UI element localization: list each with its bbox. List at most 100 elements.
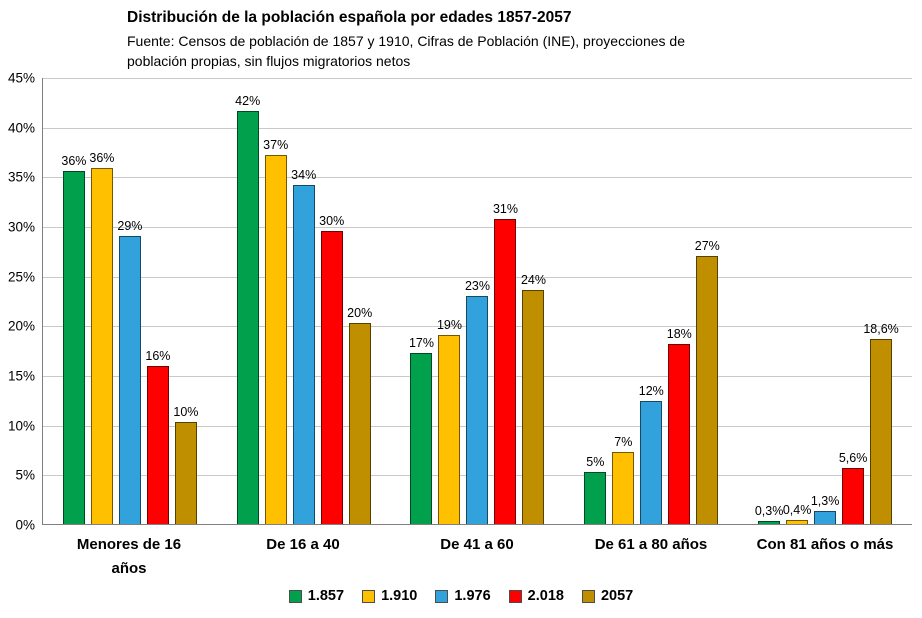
- bar-value-label: 36%: [61, 154, 87, 169]
- bar-group-0: 36% 36% 29% 16% 10%: [43, 78, 217, 524]
- bar-2057-cat4: 18,6%: [863, 322, 899, 524]
- y-tick-label: 25%: [7, 269, 35, 285]
- bar-value-label: 18,6%: [863, 322, 899, 337]
- bar-value-label: 5%: [586, 455, 605, 470]
- x-category-label-2: De 41 a 60: [440, 536, 514, 553]
- bar-value-label: 1,3%: [810, 494, 840, 509]
- y-tick-label: 10%: [7, 418, 35, 434]
- bar-value-label: 23%: [464, 278, 490, 293]
- bar-value-label: 0,4%: [782, 503, 812, 517]
- legend-label-2057: 2057: [600, 588, 634, 604]
- bar-2018-cat4: 5,6%: [839, 451, 867, 524]
- bar-1976-cat3: 12%: [639, 384, 664, 524]
- gridline: [43, 227, 912, 228]
- bar-value-label: 5,6%: [838, 451, 868, 466]
- y-tick-label: 20%: [7, 318, 35, 334]
- bar-1910-cat0: 36%: [89, 151, 114, 524]
- bar-1910-cat2: 19%: [437, 318, 462, 524]
- gridline: [43, 127, 912, 129]
- bar-1976-cat2: 23%: [465, 279, 490, 524]
- bar-value-label: 31%: [492, 202, 518, 216]
- y-tick-label: 0%: [15, 517, 35, 533]
- y-tick-label: 5%: [15, 467, 35, 483]
- gridline: [43, 177, 912, 179]
- legend-label-1910: 1.910: [381, 588, 418, 604]
- bar-value-label: 16%: [145, 349, 171, 364]
- bar-value-label: 24%: [520, 272, 546, 287]
- bar-1976-cat0: 29%: [117, 219, 142, 524]
- chart-subtitle: Fuente: Censos de población de 1857 y 19…: [127, 31, 685, 71]
- bar-2018-cat0: 16%: [145, 349, 170, 524]
- gridline: [43, 276, 912, 278]
- x-category-label-1: De 16 a 40: [266, 536, 340, 553]
- y-axis-labels: 0% 5% 10% 15% 20% 25% 30% 35% 40% 45%: [0, 71, 37, 533]
- x-category-label-0: Menores de 16 años: [76, 536, 182, 577]
- bar-group-1: 42% 37% 34% 30% 20%: [217, 78, 391, 524]
- bar-value-label: 37%: [263, 137, 289, 152]
- bar-2057-cat3: 27%: [695, 239, 720, 524]
- legend-item-1857: 1.857: [288, 588, 345, 604]
- bar-2018-cat3: 18%: [667, 327, 692, 524]
- legend-item-2018: 2.018: [508, 588, 564, 604]
- legend-swatch-2057: [581, 589, 595, 603]
- bar-2018-cat2: 31%: [493, 202, 518, 524]
- bar-value-label: 10%: [173, 404, 199, 419]
- legend-label-1976: 1.976: [454, 588, 491, 604]
- bar-1857-cat3: 5%: [584, 455, 607, 524]
- legend-swatch-2018: [508, 589, 522, 603]
- bar-1857-cat4: 0,3%: [755, 504, 783, 524]
- legend-label-1857: 1.857: [307, 588, 345, 604]
- bar-value-label: 30%: [319, 214, 345, 228]
- bar-value-label: 18%: [666, 327, 692, 342]
- bar-2018-cat1: 30%: [319, 214, 344, 524]
- bar-group-2: 17% 19% 23% 31% 24%: [391, 78, 565, 524]
- legend-label-2018: 2.018: [527, 588, 564, 604]
- y-tick-label: 40%: [7, 120, 35, 136]
- bar-groups: 36% 36% 29% 16% 10% 42% 37% 34% 30% 20% 17% 19% 23% 3…: [43, 78, 912, 524]
- gridline: [43, 78, 912, 79]
- legend-item-1976: 1.976: [435, 588, 491, 604]
- bar-2057-cat2: 24%: [521, 273, 546, 524]
- bar-1976-cat4: 1,3%: [811, 494, 839, 524]
- bar-1910-cat4: 0,4%: [783, 503, 811, 524]
- y-tick-label: 30%: [7, 219, 35, 235]
- bar-value-label: 42%: [235, 93, 261, 108]
- legend-swatch-1976: [435, 589, 449, 603]
- x-category-label-3: De 61 a 80 años: [594, 536, 708, 553]
- bar-value-label: 36%: [89, 151, 115, 166]
- chart-title: Distribución de la población española po…: [127, 9, 572, 26]
- bar-value-label: 20%: [347, 306, 373, 321]
- bar-1910-cat3: 7%: [612, 435, 635, 524]
- legend-item-1910: 1.910: [362, 588, 417, 604]
- bar-group-3: 5% 7% 12% 18% 27%: [564, 78, 738, 524]
- x-category-label-4: Con 81 años o más: [756, 536, 894, 553]
- bar-value-label: 17%: [408, 336, 434, 351]
- bar-1857-cat2: 17%: [409, 336, 434, 524]
- bar-2057-cat0: 10%: [173, 405, 198, 524]
- y-tick-label: 35%: [7, 169, 35, 185]
- y-tick-label: 15%: [7, 368, 35, 384]
- bar-1976-cat1: 34%: [291, 168, 316, 524]
- bar-value-label: 34%: [291, 168, 317, 183]
- bar-value-label: 19%: [436, 318, 462, 333]
- x-axis-labels: Menores de 16 años De 16 a 40 De 41 a 60 De…: [42, 533, 912, 581]
- legend: 1.857 1.910 1.976 2.018 2057: [0, 588, 922, 604]
- legend-item-2057: 2057: [581, 588, 634, 604]
- plot-area: 36% 36% 29% 16% 10% 42% 37% 34% 30% 20% 17% 19% 23% 3…: [42, 78, 912, 525]
- bar-1910-cat1: 37%: [263, 138, 288, 524]
- legend-swatch-1857: [288, 589, 302, 603]
- bar-value-label: 12%: [638, 383, 664, 398]
- bar-value-label: 7%: [614, 434, 633, 449]
- bar-2057-cat1: 20%: [347, 306, 372, 524]
- bar-1857-cat1: 42%: [235, 94, 260, 524]
- y-tick-label: 45%: [7, 70, 35, 86]
- chart-subtitle-line-1: Fuente: Censos de población de 1857 y 19…: [127, 33, 686, 49]
- legend-swatch-1910: [362, 589, 376, 603]
- bar-value-label: 0,3%: [754, 504, 784, 518]
- bar-value-label: 29%: [117, 218, 143, 233]
- bar-group-4: 0,3% 0,4% 1,3% 5,6% 18,6%: [738, 78, 912, 524]
- chart-subtitle-line-2: población propias, sin flujos migratorio…: [127, 53, 411, 69]
- bar-1857-cat0: 36%: [61, 154, 86, 524]
- bar-value-label: 27%: [694, 238, 720, 253]
